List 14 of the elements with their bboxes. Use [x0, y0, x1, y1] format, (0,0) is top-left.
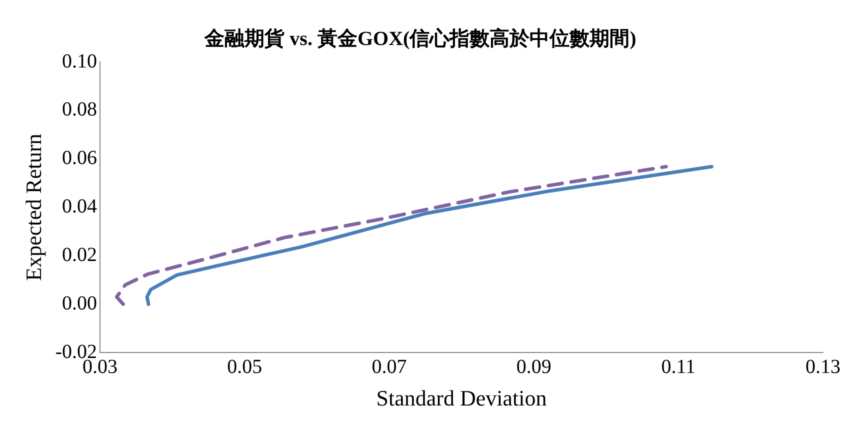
y-tick-label: 0.08: [62, 98, 98, 121]
chart-title: 金融期貨 vs. 黃金GOX(信心指數高於中位數期間): [204, 27, 636, 50]
x-tick-label: 0.05: [227, 356, 262, 378]
y-tick-label: 0.10: [62, 50, 98, 72]
y-tick-label: 0.02: [62, 244, 98, 266]
y-tick-label: 0.06: [62, 147, 98, 170]
x-tick-label: 0.07: [372, 356, 407, 378]
y-tick-label: 0.04: [62, 196, 98, 218]
y-axis-title: Expected Return: [20, 134, 46, 281]
x-tick-label: 0.11: [661, 356, 696, 378]
x-axis-title: Standard Deviation: [376, 386, 547, 411]
x-tick-label: 0.09: [516, 356, 552, 378]
x-tick-label: 0.13: [806, 356, 840, 378]
y-tick-label: 0.00: [62, 292, 98, 314]
